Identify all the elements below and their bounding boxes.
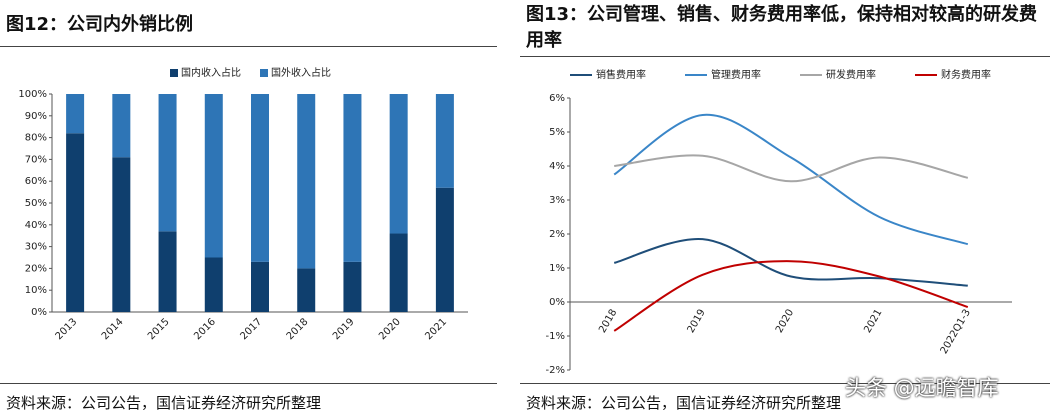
bar-segment [204,94,223,258]
chart-title: 图12：公司内外销比例 [6,14,194,35]
line-series [613,113,969,246]
bar-segment [204,257,223,312]
x-tick-label: 2020 [774,308,796,336]
y-tick-label: -2% [546,365,565,376]
chart: 0% 10% 20% 30% 40% 50% 60% 70% 80% 90% 100% 国内收入占比 国… [18,66,468,342]
x-tick-label: 2017 [238,316,264,342]
rule [0,383,497,384]
bar-segment [389,233,408,312]
legend-label: 财务费用率 [941,68,991,81]
y-tick-label: 40% [25,220,47,231]
bar-segment [435,187,454,312]
x-tick-label: 2020 [377,316,403,342]
bar-segment [251,94,269,262]
legend-swatch [170,69,178,77]
y-tick-label: 2% [549,229,565,240]
source: 资料来源：公司公告，国信证券经济研究所整理 [6,394,322,412]
y-tick-label: 1% [549,263,565,274]
bar-segment [158,231,177,312]
x-tick-label: 2021 [423,316,449,342]
bar-segment [297,94,316,269]
y-tick-label: 4% [549,161,565,172]
y-tick-label: 30% [25,242,47,253]
x-tick-label: 2013 [54,316,80,342]
x-tick-label: 2019 [331,316,357,342]
x-tick-label: 2021 [862,308,884,336]
bar-segment [112,157,131,312]
watermark: 头条 @远瞻智库 [845,376,999,400]
y-tick-label: 3% [549,195,565,206]
legend-label: 管理费用率 [711,68,761,81]
legend-label: 研发费用率 [826,68,876,81]
bar-segment [343,261,362,312]
x-tick-label: 2018 [285,316,311,342]
x-tick-label: 2016 [192,316,218,342]
y-tick-label: 90% [25,111,47,122]
legend-swatch [260,69,268,77]
y-tick-label: 50% [25,198,47,209]
legend-label: 国内收入占比 [181,66,241,79]
y-tick-label: 0% [31,307,47,318]
bar-segment [343,94,362,262]
line-series [613,260,969,332]
source: 资料来源：公司公告，国信证券经济研究所整理 [526,394,842,412]
bar-segment [389,94,408,234]
y-tick-label: 100% [18,89,47,100]
x-tick-label: 2019 [686,308,708,336]
chart-title: 图13：公司管理、销售、财务费用率低，保持相对较高的研发费用率 [526,4,1038,51]
bar-segment [297,268,316,312]
y-tick-label: -1% [546,331,565,342]
rule [520,56,1050,57]
y-tick-label: 70% [25,154,47,165]
bar-segment [251,261,269,312]
rule [520,383,1050,384]
rule [0,46,497,47]
legend-label: 国外收入占比 [271,66,331,79]
y-tick-label: 80% [25,133,47,144]
y-tick-label: 20% [25,263,47,274]
y-tick-label: 6% [549,93,565,104]
line-series [613,238,968,287]
bar-segment [66,133,85,312]
x-tick-label: 2014 [100,316,126,342]
chart: -2% -1% 0% 1% 2% 3% 4% 5% 6% 销售费用率 管理费用率 研发费用率 财务费用率… [546,68,1012,376]
bar-segment [435,94,454,188]
x-tick-label: 2018 [597,308,619,336]
panel-right: 图13：公司管理、销售、财务费用率低，保持相对较高的研发费用率 -2% -1% 0%… [520,0,1050,412]
y-tick-label: 10% [25,285,47,296]
legend-label: 销售费用率 [596,68,646,81]
y-tick-label: 0% [549,297,565,308]
x-tick-label: 2015 [146,316,172,342]
line-series [614,154,969,183]
bar-segment [158,94,177,232]
x-tick-label: 2022Q1-3 [939,308,973,357]
bar-segment [66,94,85,134]
y-tick-label: 60% [25,176,47,187]
bar-segment [112,94,131,158]
y-tick-label: 5% [549,127,565,138]
panel-left: 图12：公司内外销比例 0% 10% 20% 30% 40% 50% 60% 70% 80% 90… [0,0,497,412]
